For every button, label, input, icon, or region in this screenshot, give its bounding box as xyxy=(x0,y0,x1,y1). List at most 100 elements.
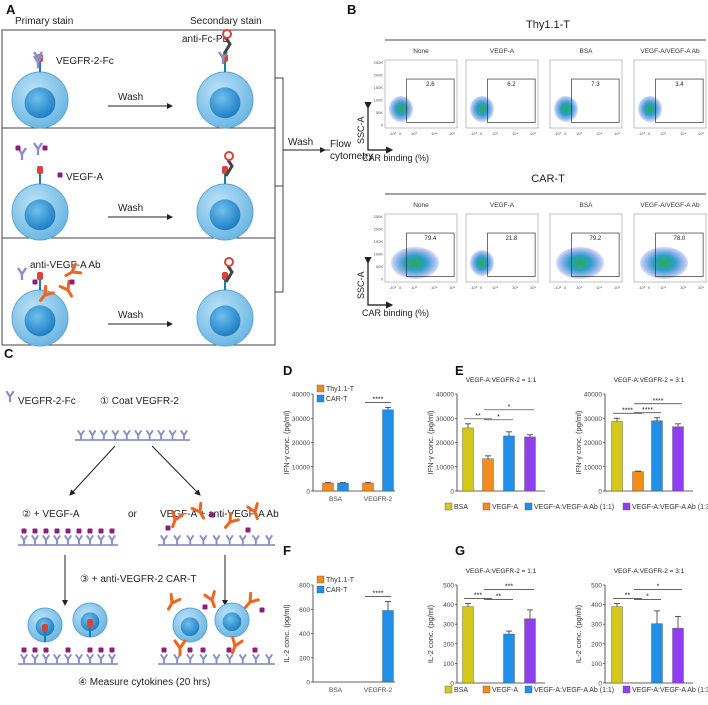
car-binding-domain-icon xyxy=(37,272,43,280)
gate-rect xyxy=(406,232,455,277)
nucleus-icon xyxy=(180,617,200,637)
receptor-arm xyxy=(17,267,27,280)
y-tick-label: 100 xyxy=(591,661,602,668)
x-tick-label: 10³ xyxy=(411,131,417,136)
y-tick-label: 300 xyxy=(443,622,454,629)
y-tick-label: 200 xyxy=(591,641,602,648)
y-tick-label: 0 xyxy=(450,681,454,688)
vegfr2-receptor-icon xyxy=(97,534,105,545)
flow-cytometry-label-1: Flow xyxy=(330,139,352,150)
wash-label-1: Wash xyxy=(118,92,143,103)
legend-swatch xyxy=(316,585,325,594)
y-tick-label: 200K xyxy=(374,73,384,78)
legend-swatch xyxy=(444,502,453,511)
antibody-icon xyxy=(167,592,182,611)
vegf-a-icon xyxy=(109,647,115,653)
x-tick-label: 10⁵ xyxy=(530,131,536,136)
x-tick-label: 10⁵ xyxy=(449,131,455,136)
vegf-a-icon xyxy=(21,528,27,534)
vegfr2-receptor-icon xyxy=(20,534,28,545)
legend-label: VEGF-A:VEGF-A Ab (1:1) xyxy=(534,504,614,511)
bar-bsa xyxy=(462,606,474,684)
y-axis-label: IL-2 conc. (pg/ml) xyxy=(282,604,291,663)
x-tick-label: -10³ xyxy=(554,131,562,136)
anti-fc-pe-label: anti-Fc-PE xyxy=(182,34,230,45)
antibody-icon xyxy=(203,590,216,609)
receptor-arm xyxy=(20,534,28,545)
receptor-arm xyxy=(212,534,221,545)
bar-vegf-a xyxy=(482,458,494,492)
bar-ab-1-3 xyxy=(672,627,684,684)
x-tick-label: 10⁴ xyxy=(512,285,518,290)
nucleus-icon xyxy=(222,612,242,632)
y-tick-label: 20000 xyxy=(436,440,454,447)
x-tick-label: 10⁴ xyxy=(431,285,437,290)
receptor-arm xyxy=(77,429,85,440)
cell-population-density xyxy=(554,95,578,122)
y-axis-label: SSC-A xyxy=(356,271,366,299)
receptor-arm xyxy=(31,534,39,545)
legend-label: VEGF-A xyxy=(492,504,518,511)
vegfr2-receptor-icon xyxy=(212,653,221,664)
vegf-a-icon xyxy=(76,528,82,534)
vegfr2-receptor-icon xyxy=(186,534,195,545)
vegfr2-receptor-icon xyxy=(77,429,85,440)
x-tick-label: 10³ xyxy=(660,131,666,136)
condition-label: BSA xyxy=(579,48,593,55)
legend-label: VEGF-A xyxy=(492,687,518,694)
vegfr2-fc-label: VEGFR-2-Fc xyxy=(56,56,114,67)
vegfr2-receptor-icon xyxy=(180,429,188,440)
receptor-arm xyxy=(160,534,168,545)
chart-title: VEGF-A:VEGFR-2 = 3:1 xyxy=(614,377,685,384)
receptor-arm xyxy=(111,429,120,440)
gate-percentage: 79.2 xyxy=(590,236,602,242)
x-tick-label: -10³ xyxy=(638,285,646,290)
receptor-arm xyxy=(42,653,50,664)
car-binding-domain-icon xyxy=(87,619,93,627)
vegfr2-receptor-icon xyxy=(251,534,260,545)
antibody-icon xyxy=(246,502,259,521)
or-label: or xyxy=(128,509,138,520)
antibody-icon xyxy=(171,510,184,529)
legend-swatch xyxy=(482,502,491,511)
vegfr2-receptor-icon xyxy=(33,142,43,155)
y-tick-label: 0 xyxy=(598,681,602,688)
x-tick-label: 10⁵ xyxy=(530,285,536,290)
condition-label: VEGF-A/VEGF-A Ab xyxy=(640,48,700,55)
receptor-arm xyxy=(238,534,247,545)
gate-rect xyxy=(655,232,704,277)
vegfr2-receptor-icon xyxy=(53,653,61,664)
y-tick-label: 250K xyxy=(374,60,384,65)
bar-ab-1-3 xyxy=(672,426,684,492)
secondary-stain-heading: Secondary stain xyxy=(190,16,262,27)
panel-label-a: A xyxy=(6,2,16,17)
receptor-arm xyxy=(108,653,116,664)
chart-title: VEGF-A:VEGFR-2 = 1:1 xyxy=(466,568,537,575)
vegfr2-receptor-icon xyxy=(5,390,15,402)
gate-percentage: 78.0 xyxy=(674,236,686,242)
vegf-a-icon xyxy=(32,279,38,285)
y-tick-label: 600 xyxy=(299,607,310,614)
receptor-arm xyxy=(108,534,116,545)
y-tick-label: 400 xyxy=(299,631,310,638)
step4-label: ④ Measure cytokines (20 hrs) xyxy=(78,677,210,688)
y-tick-label: 50K xyxy=(376,110,383,115)
step2-label: ② + VEGF-A xyxy=(22,509,80,520)
significance-label: * xyxy=(646,594,649,601)
vegfr2-receptor-icon xyxy=(53,534,61,545)
y-axis-label: IL-2 conc. (pg/ml) xyxy=(574,604,583,663)
antibody-arm xyxy=(231,636,244,655)
gate-percentage: 21.8 xyxy=(506,236,518,242)
y-tick-label: 10000 xyxy=(436,464,454,471)
receptor-arm xyxy=(64,534,72,545)
y-tick-label: 10000 xyxy=(292,464,310,471)
vegf-a-icon xyxy=(202,604,208,610)
y-tick-label: 150K xyxy=(374,85,384,90)
receptor-arm xyxy=(145,429,154,440)
bar-ab-1-1 xyxy=(651,420,663,492)
vegfr2-receptor-icon xyxy=(86,653,94,664)
gate-rect xyxy=(571,232,620,277)
vegfr2-receptor-icon xyxy=(108,653,116,664)
legend-swatch xyxy=(524,502,533,511)
arrow-icon xyxy=(151,445,201,496)
